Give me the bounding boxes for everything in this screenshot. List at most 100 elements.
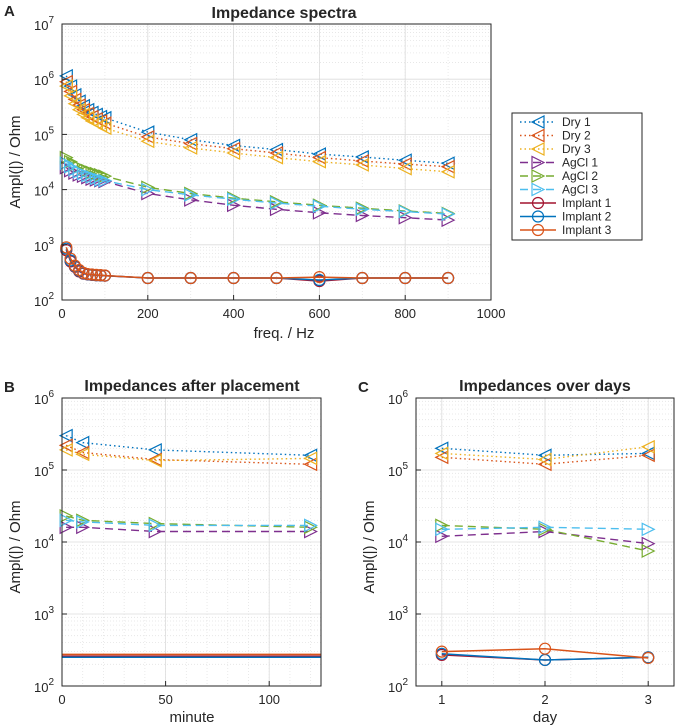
y-tick-label: 106	[34, 389, 54, 407]
y-tick-label: 104	[34, 533, 54, 551]
series-line	[441, 454, 649, 466]
data-point	[269, 150, 284, 165]
data-point	[58, 428, 73, 443]
data-point	[434, 446, 449, 461]
data-point	[76, 514, 91, 529]
data-point	[71, 102, 86, 117]
y-tick-label: 106	[388, 389, 408, 407]
series-line	[441, 526, 649, 530]
legend-label: Dry 2	[562, 129, 591, 143]
data-point	[440, 164, 455, 179]
data-point	[63, 88, 78, 103]
data-point	[85, 169, 100, 184]
y-tick-label: 106	[34, 70, 54, 88]
data-point	[98, 173, 113, 188]
legend-marker	[531, 223, 545, 237]
panel-a-axes: 102 103 104 105 106 107 0 200 400 600 800 1000	[34, 15, 505, 321]
data-point	[312, 199, 327, 214]
data-point	[97, 121, 112, 136]
series-line	[65, 85, 449, 173]
data-point	[58, 442, 73, 457]
legend-label: AgCl 1	[562, 156, 598, 170]
data-point	[63, 159, 78, 174]
data-point	[227, 192, 241, 207]
y-tick-label: 105	[388, 461, 408, 479]
y-tick-label: 103	[34, 236, 54, 254]
series-agcl-3	[59, 513, 318, 533]
data-point	[441, 207, 456, 222]
legend-entry: Implant 3	[520, 223, 612, 237]
legend-entry: Dry 3	[520, 142, 591, 156]
panel-c-letter: C	[358, 379, 369, 396]
legend-marker	[530, 115, 545, 129]
x-tick-label: 2	[541, 692, 548, 707]
legend-entry: AgCl 1	[520, 156, 598, 170]
legend-marker	[530, 128, 545, 143]
data-point	[59, 513, 74, 528]
legend-marker	[531, 210, 545, 223]
x-tick-label: 0	[58, 692, 65, 707]
data-point	[60, 241, 73, 254]
data-point	[313, 273, 326, 287]
x-tick-label: 1000	[477, 306, 506, 321]
panel-c-ylabel: Ampl(|) / Ohm	[361, 500, 378, 593]
data-point	[98, 269, 112, 282]
panel-b-letter: B	[4, 379, 15, 396]
data-point	[641, 522, 656, 537]
series-implant-3	[435, 642, 655, 665]
y-tick-label: 103	[34, 605, 54, 623]
data-point	[184, 271, 197, 285]
data-point	[184, 187, 199, 202]
data-point	[435, 522, 450, 537]
data-point	[75, 447, 90, 462]
legend-entry: Dry 1	[520, 115, 591, 129]
data-point	[270, 271, 283, 285]
data-point	[147, 442, 162, 457]
legend-label: Implant 2	[562, 210, 612, 224]
legend-marker	[530, 142, 545, 156]
series-agcl-3	[435, 520, 656, 537]
data-point	[640, 439, 655, 454]
panel-c-title: Impedances over days	[459, 378, 631, 395]
data-point	[356, 271, 369, 285]
series-line	[65, 157, 449, 215]
data-point	[90, 268, 103, 281]
legend-marker	[531, 169, 546, 183]
data-point	[140, 134, 155, 149]
series-line	[441, 530, 649, 545]
data-point	[313, 270, 326, 284]
series-dry-3	[434, 439, 655, 467]
data-point	[354, 157, 369, 172]
legend-entry: Dry 2	[520, 129, 591, 143]
y-tick-label: 103	[388, 605, 408, 623]
data-point	[312, 154, 326, 169]
panel-a-xlabel: freq. / Hz	[254, 325, 315, 342]
panel-a-letter: A	[4, 3, 15, 20]
panel-c-xlabel: day	[533, 709, 558, 726]
data-point	[59, 520, 74, 535]
x-tick-label: 0	[58, 306, 65, 321]
data-point	[641, 536, 656, 551]
legend-label: AgCl 3	[562, 183, 598, 197]
data-point	[538, 520, 553, 535]
data-point	[642, 651, 655, 665]
data-point	[183, 140, 198, 155]
legend-label: Dry 3	[562, 142, 591, 156]
data-point	[141, 271, 154, 285]
panel-b-title: Impedances after placement	[84, 378, 300, 395]
data-point	[67, 96, 82, 111]
legend-entry: AgCl 2	[520, 169, 598, 183]
x-tick-label: 200	[137, 306, 159, 321]
data-point	[148, 518, 163, 533]
series-line	[65, 81, 449, 168]
data-point	[68, 259, 81, 272]
series-implant-3	[60, 241, 455, 285]
data-point	[442, 271, 455, 285]
legend-entry: Implant 2	[520, 210, 612, 224]
x-tick-label: 3	[645, 692, 652, 707]
x-tick-label: 50	[158, 692, 172, 707]
series-line	[441, 524, 649, 552]
data-point	[304, 518, 318, 533]
panel-b-ylabel: Ampl(|) / Ohm	[7, 500, 24, 593]
